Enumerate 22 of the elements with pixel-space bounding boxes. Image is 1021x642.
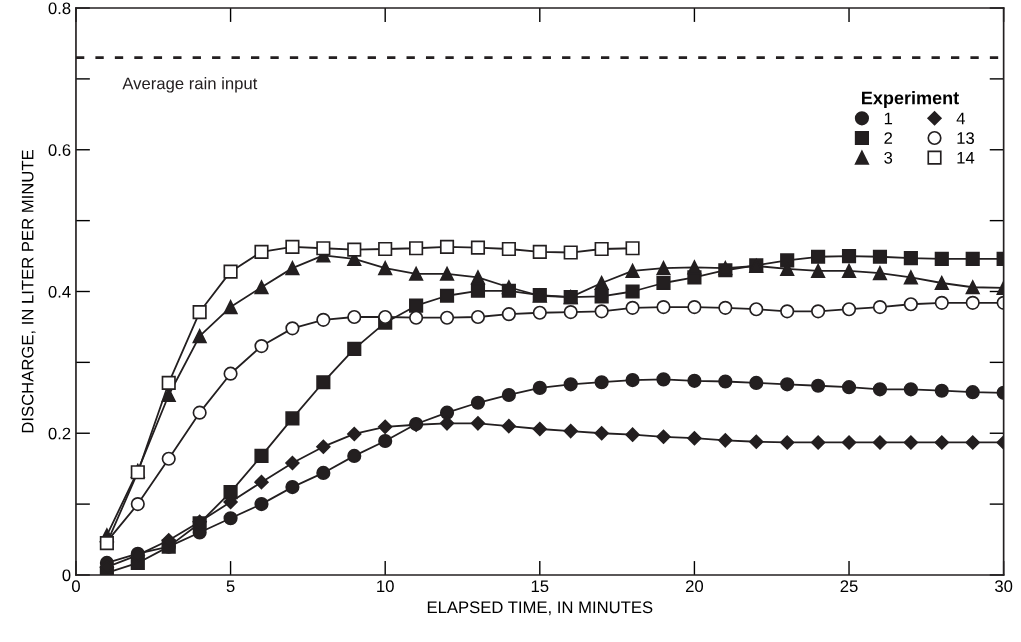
ref-line-label: Average rain input (122, 77, 258, 93)
y-tick-label: 0 (62, 569, 71, 582)
y-axis-title: DISCHARGE, IN LITER PER MINUTE (21, 150, 36, 433)
y-tick-label: 0.4 (48, 285, 71, 298)
x-tick-label: 10 (377, 580, 394, 593)
x-axis-title: ELAPSED TIME, IN MINUTES (427, 601, 653, 616)
x-tick-label: 25 (840, 580, 858, 593)
legend-label: 13 (957, 132, 974, 144)
legend-label: 2 (884, 132, 893, 144)
y-tick-label: 0.6 (48, 144, 71, 156)
x-tick-label: 0 (71, 580, 80, 593)
legend-label: 3 (884, 151, 893, 164)
x-tick-label: 30 (995, 580, 1013, 593)
legend-label: 4 (956, 112, 965, 125)
x-tick-label: 15 (531, 580, 549, 593)
legend-label: 14 (957, 152, 975, 164)
legend-title: Experiment (862, 91, 959, 108)
y-tick-label: 0.8 (48, 2, 71, 15)
x-tick-label: 5 (226, 580, 235, 593)
y-tick-label: 0.2 (48, 427, 71, 440)
x-tick-label: 20 (685, 580, 704, 593)
legend-label: 1 (884, 112, 893, 125)
